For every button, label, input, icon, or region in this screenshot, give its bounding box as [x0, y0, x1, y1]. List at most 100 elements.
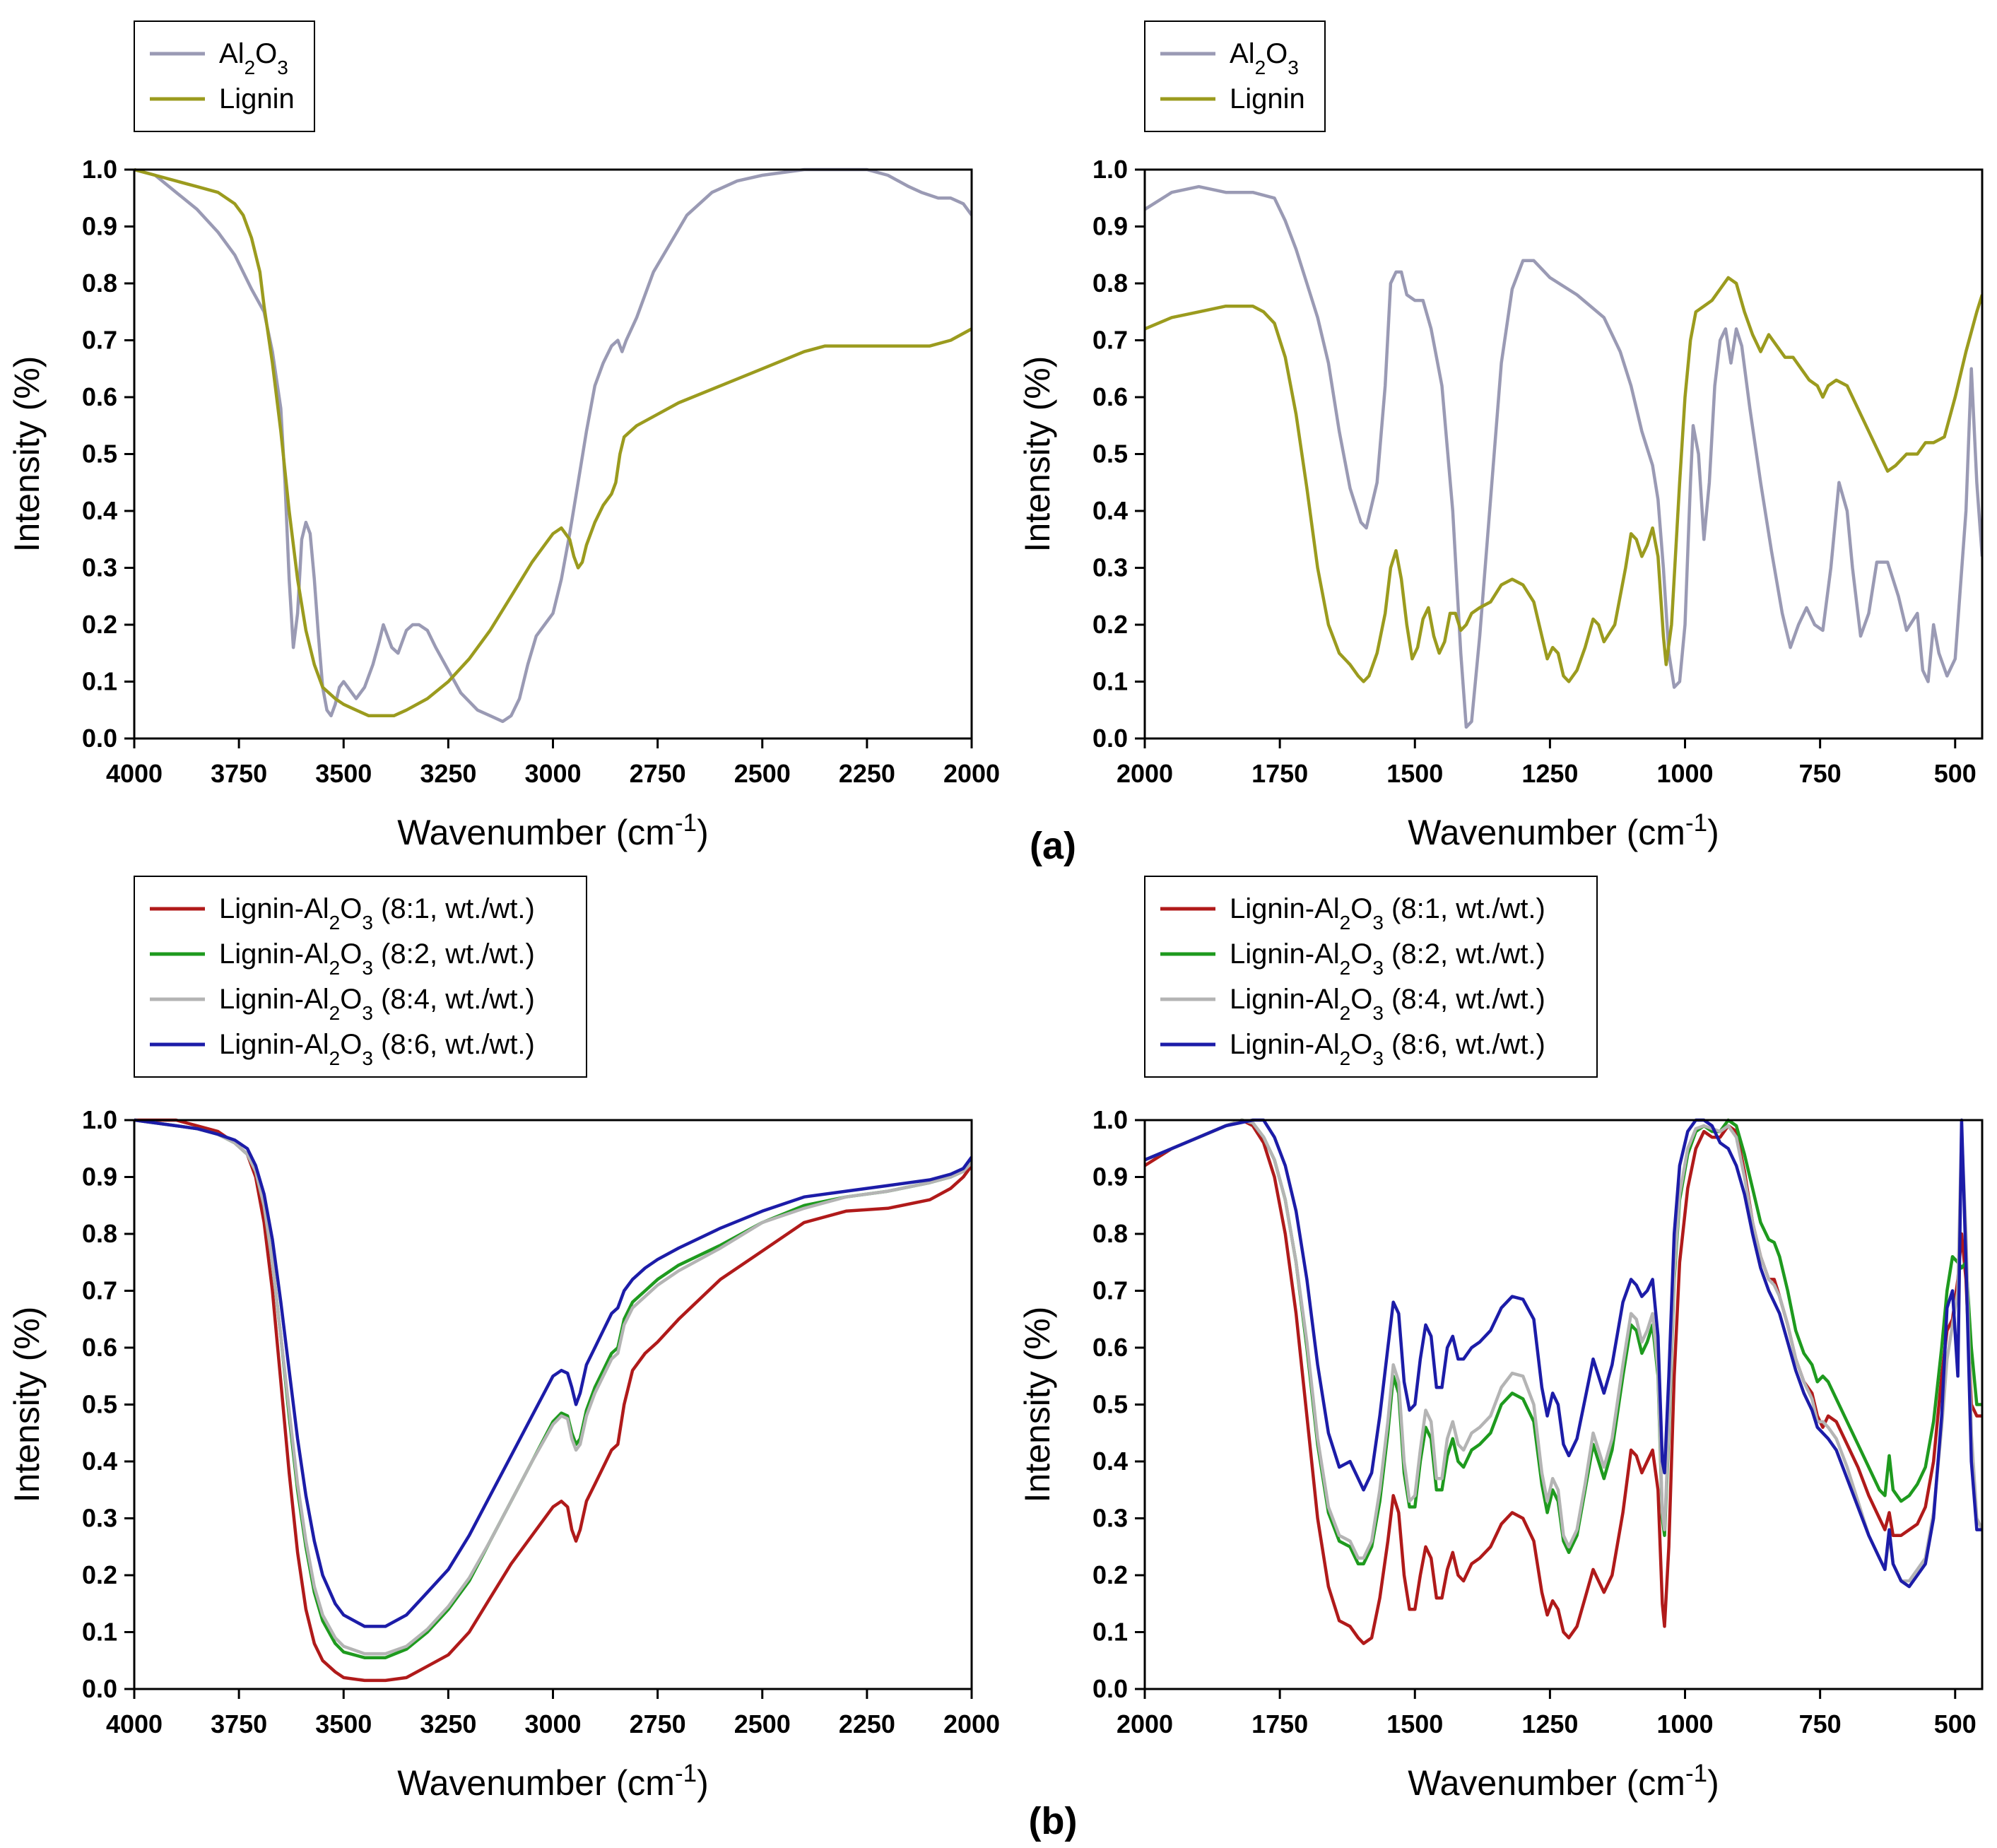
- x-tick-label: 4000: [106, 759, 163, 788]
- y-tick-label: 0.9: [1092, 212, 1128, 241]
- y-tick-label: 0.3: [82, 553, 117, 582]
- y-tick-label: 0.4: [82, 1447, 117, 1476]
- x-tick-label: 2250: [839, 1709, 895, 1738]
- x-tick-label: 1000: [1656, 759, 1713, 788]
- plot-frame: [1143, 168, 1984, 740]
- x-tick-label: 3250: [420, 1709, 476, 1738]
- y-tick-label: 0.0: [82, 724, 117, 753]
- series-line-lignin-al2o3-8-1-wt-wt: [1145, 1118, 1982, 1645]
- y-tick-label: 0.0: [1092, 724, 1128, 753]
- series-line-lignin-al2o3-8-1-wt-wt: [134, 1118, 972, 1683]
- y-tick-label: 0.6: [82, 1333, 117, 1362]
- x-tick-label: 2750: [630, 759, 686, 788]
- y-tick-label: 0.1: [82, 1618, 117, 1647]
- legend-box: [1144, 20, 1326, 132]
- y-tick-label: 0.2: [82, 1560, 117, 1589]
- y-tick-label: 0.0: [82, 1674, 117, 1703]
- y-tick-label: 0.6: [1092, 382, 1128, 411]
- x-axis-label: Wavenumber (cm-1): [1408, 809, 1719, 853]
- y-tick-label: 0.3: [1092, 553, 1128, 582]
- x-tick-label: 2000: [1117, 759, 1173, 788]
- x-axis-label: Wavenumber (cm-1): [1408, 1760, 1719, 1803]
- legend-box: [1144, 876, 1598, 1078]
- x-tick-label: 2000: [943, 1709, 1000, 1738]
- y-tick-label: 0.5: [82, 1390, 117, 1419]
- x-tick-label: 3750: [211, 1709, 267, 1738]
- x-tick-label: 1250: [1521, 1709, 1578, 1738]
- x-tick-label: 3750: [211, 759, 267, 788]
- y-tick-label: 0.7: [1092, 1276, 1128, 1305]
- y-tick-label: 0.7: [1092, 326, 1128, 355]
- x-tick-label: 1750: [1251, 759, 1308, 788]
- plot-frame: [1143, 1119, 1984, 1690]
- y-tick-label: 0.2: [1092, 610, 1128, 639]
- panel-label-b: (b): [1029, 1800, 1078, 1842]
- y-tick-label: 0.3: [82, 1504, 117, 1533]
- x-tick-label: 500: [1934, 759, 1977, 788]
- y-axis-label: Intensity (%): [7, 1307, 47, 1503]
- x-tick-label: 1500: [1386, 759, 1443, 788]
- y-tick-label: 0.4: [1092, 1447, 1128, 1476]
- x-tick-label: 1750: [1251, 1709, 1308, 1738]
- legend-label-lignin: Lignin: [1230, 83, 1305, 114]
- y-tick-label: 0.8: [1092, 1219, 1128, 1248]
- x-tick-label: 2500: [734, 759, 791, 788]
- x-tick-label: 2750: [630, 1709, 686, 1738]
- legend-label-lignin-al2o3-8-6-wt-wt: Lignin-Al2O3 (8:6, wt./wt.): [219, 1029, 535, 1069]
- y-tick-label: 0.1: [1092, 1618, 1128, 1647]
- legend-label-lignin-al2o3-8-4-wt-wt: Lignin-Al2O3 (8:4, wt./wt.): [219, 984, 535, 1024]
- x-tick-label: 500: [1934, 1709, 1977, 1738]
- legend-label-lignin-al2o3-8-6-wt-wt: Lignin-Al2O3 (8:6, wt./wt.): [1230, 1029, 1545, 1069]
- plot-frame: [133, 168, 973, 740]
- y-tick-label: 0.9: [82, 1163, 117, 1191]
- x-tick-label: 2000: [1117, 1709, 1173, 1738]
- series-line-lignin-al2o3-8-4-wt-wt: [1145, 1118, 1982, 1583]
- y-tick-label: 0.5: [1092, 440, 1128, 469]
- y-tick-label: 0.4: [1092, 496, 1128, 525]
- y-tick-label: 0.2: [1092, 1560, 1128, 1589]
- y-tick-label: 0.8: [1092, 269, 1128, 298]
- y-tick-label: 0.5: [1092, 1390, 1128, 1419]
- legend-label-lignin-al2o3-8-1-wt-wt: Lignin-Al2O3 (8:1, wt./wt.): [219, 893, 535, 934]
- series-line-al2o3: [1145, 184, 1982, 729]
- y-tick-label: 0.8: [82, 1219, 117, 1248]
- y-tick-label: 0.1: [82, 667, 117, 696]
- x-tick-label: 3000: [524, 759, 581, 788]
- x-tick-label: 3000: [524, 1709, 581, 1738]
- x-tick-label: 750: [1799, 759, 1842, 788]
- y-tick-label: 0.9: [1092, 1163, 1128, 1191]
- x-axis-label: Wavenumber (cm-1): [397, 809, 708, 853]
- legend-label-lignin-al2o3-8-2-wt-wt: Lignin-Al2O3 (8:2, wt./wt.): [1230, 938, 1545, 979]
- legend-label-lignin-al2o3-8-1-wt-wt: Lignin-Al2O3 (8:1, wt./wt.): [1230, 893, 1545, 934]
- chart-a-high-wavenumber: 4000 3750 3500 3250 3000 2750 2500 2250 2000 0.0 0…: [7, 20, 1000, 853]
- y-axis-label: Intensity (%): [7, 356, 47, 553]
- x-tick-label: 1500: [1386, 1709, 1443, 1738]
- y-tick-label: 0.4: [82, 496, 117, 525]
- y-tick-label: 0.0: [1092, 1674, 1128, 1703]
- y-tick-label: 0.8: [82, 269, 117, 298]
- legend-label-al2o3: Al2O3: [219, 38, 288, 78]
- y-tick-label: 1.0: [82, 1105, 117, 1134]
- y-tick-label: 0.6: [82, 382, 117, 411]
- chart-a-low-wavenumber: 2000 1750 1500 1250 1000 750 500 0.0 0.1 0.2 0.3 0.…: [1018, 20, 1984, 853]
- y-axis-label: Intensity (%): [1018, 356, 1057, 553]
- legend-box: [134, 20, 315, 132]
- y-tick-label: 1.0: [1092, 155, 1128, 184]
- y-tick-label: 1.0: [1092, 1105, 1128, 1134]
- y-tick-label: 0.7: [82, 1276, 117, 1305]
- x-tick-label: 1250: [1521, 759, 1578, 788]
- y-tick-label: 0.3: [1092, 1504, 1128, 1533]
- chart-b-high-wavenumber: 4000 3750 3500 3250 3000 2750 2500 2250 2000 0.0 0…: [7, 876, 1000, 1803]
- x-tick-label: 2000: [943, 759, 1000, 788]
- x-tick-label: 3250: [420, 759, 476, 788]
- chart-b-low-wavenumber: 2000 1750 1500 1250 1000 750 500 0.0 0.1 0.2 0.3 0.…: [1018, 876, 1984, 1803]
- legend-label-al2o3: Al2O3: [1230, 38, 1299, 78]
- x-tick-label: 2500: [734, 1709, 791, 1738]
- legend-label-lignin-al2o3-8-2-wt-wt: Lignin-Al2O3 (8:2, wt./wt.): [219, 938, 535, 979]
- x-tick-label: 3500: [315, 1709, 372, 1738]
- series-line-lignin-al2o3-8-4-wt-wt: [134, 1118, 972, 1656]
- legend-box: [134, 876, 587, 1078]
- series-line-lignin-al2o3-8-6-wt-wt: [134, 1118, 972, 1628]
- legend-label-lignin-al2o3-8-4-wt-wt: Lignin-Al2O3 (8:4, wt./wt.): [1230, 984, 1545, 1024]
